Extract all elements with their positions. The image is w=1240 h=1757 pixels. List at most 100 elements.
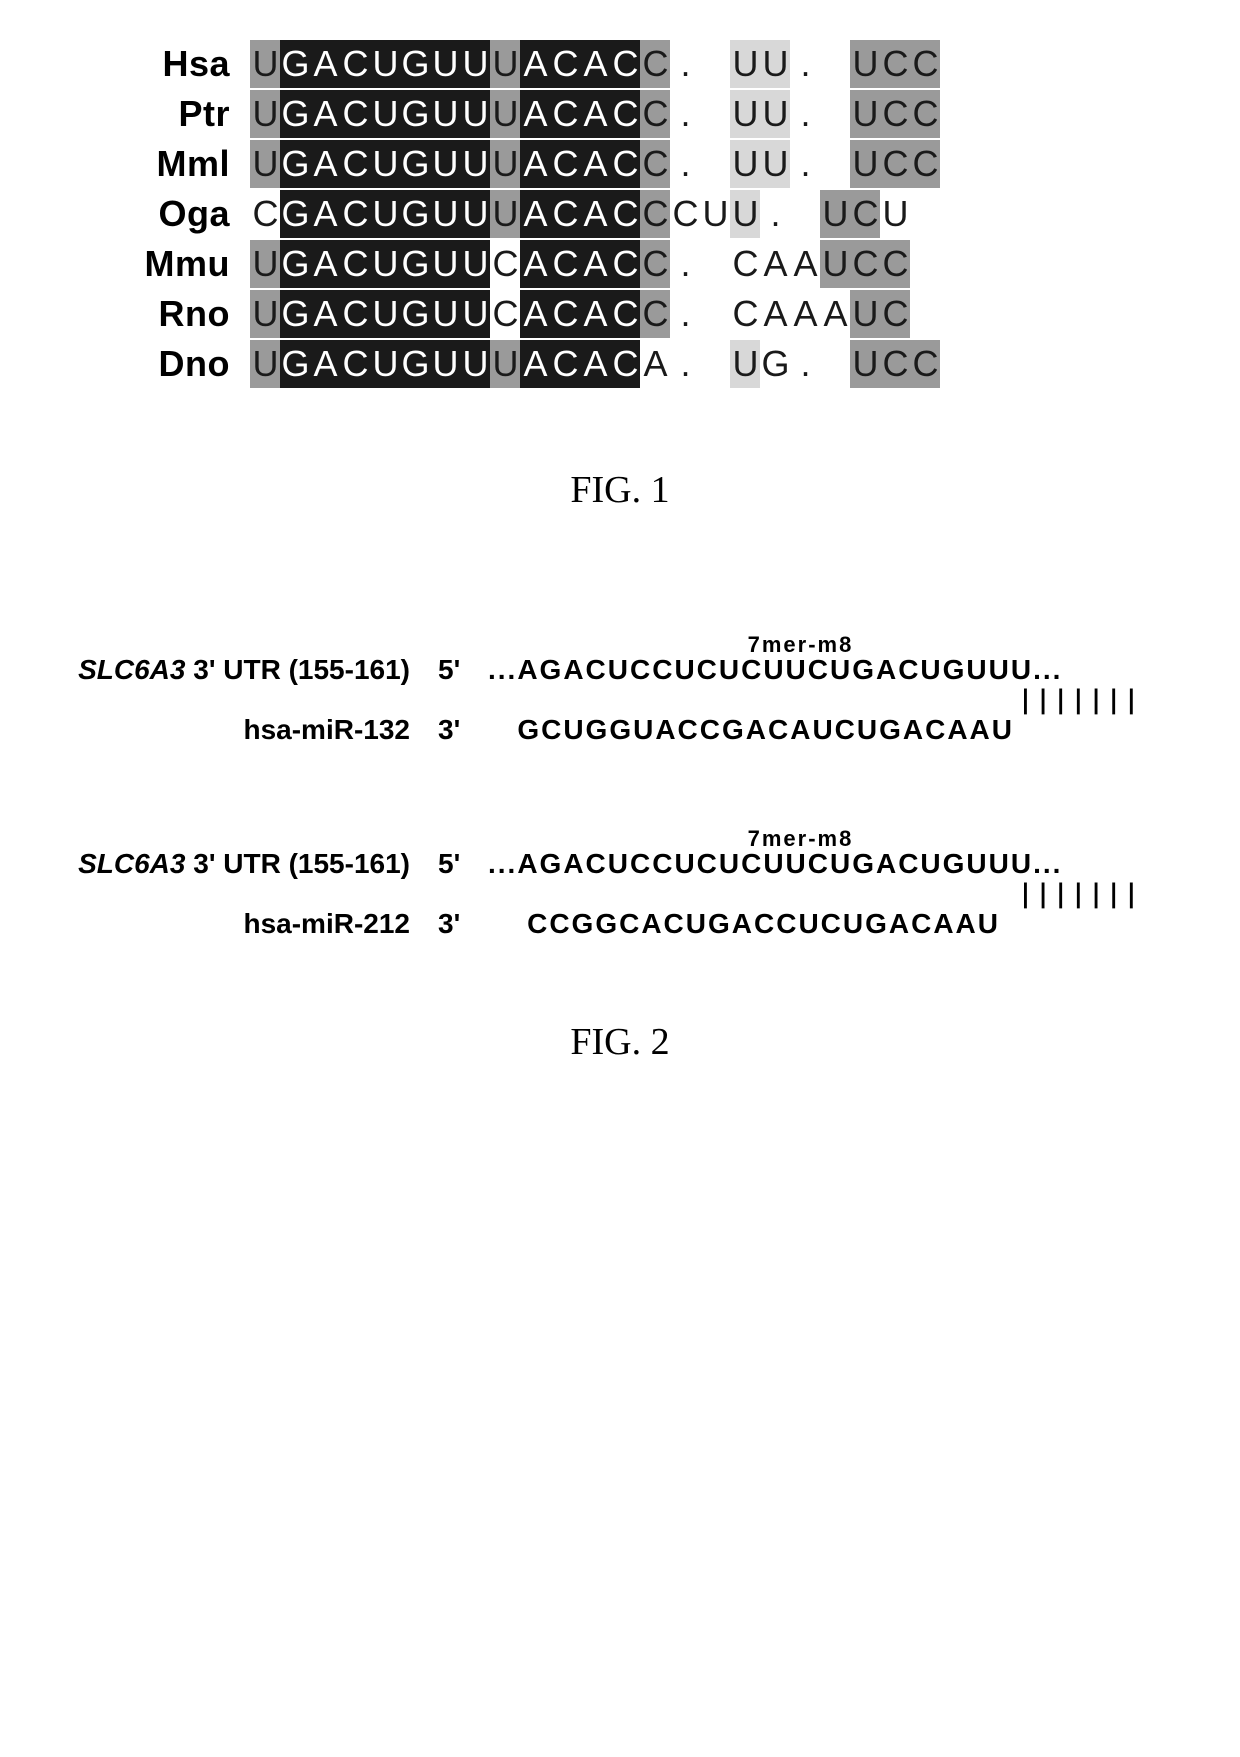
nucleotide: A <box>520 190 550 238</box>
seed-type-label: 7mer-m8 <box>488 826 853 852</box>
nucleotide: G <box>280 240 310 288</box>
nucleotide <box>700 340 730 388</box>
species-label: Rno <box>110 293 250 335</box>
nucleotide: C <box>880 140 910 188</box>
nucleotide: C <box>850 190 880 238</box>
nucleotide: U <box>820 190 850 238</box>
nucleotide: C <box>880 40 910 88</box>
nucleotide: U <box>490 40 520 88</box>
nucleotide: U <box>850 140 880 188</box>
nucleotide: U <box>430 140 460 188</box>
sequence: CGACUGUUUACACCCUU. UCU <box>250 190 910 238</box>
nucleotide: C <box>910 90 940 138</box>
alignment-row: RnoUGACUGUUCACACC. CAAAUC <box>110 290 1210 338</box>
nucleotide: A <box>580 190 610 238</box>
nucleotide: U <box>250 140 280 188</box>
nucleotide: A <box>790 290 820 338</box>
nucleotide <box>820 140 850 188</box>
target-label: SLC6A3 3' UTR (155-161) <box>50 848 438 880</box>
mirna-sequence: GCUGGUACCGACAUCUGACAAU <box>488 714 1014 746</box>
nucleotide: U <box>460 240 490 288</box>
nucleotide: U <box>820 240 850 288</box>
nucleotide: C <box>640 290 670 338</box>
seed-type-row: 7mer-m8 <box>50 826 1210 848</box>
nucleotide <box>820 90 850 138</box>
nucleotide <box>790 190 820 238</box>
target-sequence: ...AGACUCCUCUCUUCUGACUGUUU... <box>488 848 1062 880</box>
direction-3prime: 3' <box>438 908 488 940</box>
figure-1-alignment: HsaUGACUGUUUACACC. UU. UCCPtrUGACUGUUUAC… <box>110 40 1210 388</box>
nucleotide: A <box>760 290 790 338</box>
nucleotide: C <box>250 190 280 238</box>
mirna-target-pair: 7mer-m8SLC6A3 3' UTR (155-161)5'...AGACU… <box>50 632 1210 746</box>
nucleotide: U <box>460 90 490 138</box>
nucleotide: A <box>310 240 340 288</box>
alignment-row: PtrUGACUGUUUACACC. UU. UCC <box>110 90 1210 138</box>
mirna-label: hsa-miR-132 <box>50 714 438 746</box>
figure-2-pairings: 7mer-m8SLC6A3 3' UTR (155-161)5'...AGACU… <box>50 632 1210 940</box>
nucleotide: G <box>760 340 790 388</box>
nucleotide: U <box>370 90 400 138</box>
nucleotide: A <box>760 240 790 288</box>
nucleotide: A <box>580 290 610 338</box>
nucleotide: U <box>760 40 790 88</box>
nucleotide: C <box>880 240 910 288</box>
nucleotide: A <box>520 340 550 388</box>
nucleotide: U <box>460 290 490 338</box>
nucleotide: U <box>490 90 520 138</box>
nucleotide: G <box>280 190 310 238</box>
nucleotide: U <box>250 340 280 388</box>
nucleotide: U <box>370 40 400 88</box>
alignment-row: HsaUGACUGUUUACACC. UU. UCC <box>110 40 1210 88</box>
nucleotide <box>700 240 730 288</box>
target-row: SLC6A3 3' UTR (155-161)5'...AGACUCCUCUCU… <box>50 654 1210 686</box>
nucleotide: . <box>670 340 700 388</box>
nucleotide: A <box>580 40 610 88</box>
alignment-row: OgaCGACUGUUUACACCCUU. UCU <box>110 190 1210 238</box>
nucleotide: U <box>490 190 520 238</box>
nucleotide: C <box>640 240 670 288</box>
nucleotide: . <box>670 290 700 338</box>
nucleotide <box>700 290 730 338</box>
nucleotide: U <box>460 340 490 388</box>
nucleotide: A <box>520 90 550 138</box>
seed-type-row: 7mer-m8 <box>50 632 1210 654</box>
nucleotide: C <box>550 140 580 188</box>
nucleotide: G <box>280 340 310 388</box>
nucleotide: U <box>370 340 400 388</box>
mirna-row: hsa-miR-1323' GCUGGUACCGACAUCUGACAAU <box>50 714 1210 746</box>
direction-5prime: 5' <box>438 654 488 686</box>
nucleotide: C <box>550 290 580 338</box>
nucleotide: C <box>850 240 880 288</box>
nucleotide: A <box>640 340 670 388</box>
mirna-sequence: CCGGCACUGACCUCUGACAAU <box>488 908 1000 940</box>
nucleotide: U <box>250 290 280 338</box>
alignment-row: MmuUGACUGUUCACACC. CAAUCC <box>110 240 1210 288</box>
nucleotide: A <box>310 290 340 338</box>
mirna-row: hsa-miR-2123' CCGGCACUGACCUCUGACAAU <box>50 908 1210 940</box>
nucleotide: U <box>850 90 880 138</box>
sequence: UGACUGUUUACACC. UU. UCC <box>250 40 940 88</box>
nucleotide: G <box>400 290 430 338</box>
nucleotide: A <box>820 290 850 338</box>
nucleotide: C <box>880 290 910 338</box>
nucleotide: U <box>430 240 460 288</box>
nucleotide: C <box>610 190 640 238</box>
nucleotide: C <box>670 190 700 238</box>
nucleotide: G <box>280 140 310 188</box>
sequence: UGACUGUUCACACC. CAAUCC <box>250 240 910 288</box>
match-bars-row: ||||||| <box>50 690 1210 710</box>
nucleotide: C <box>340 340 370 388</box>
sequence: UGACUGUUCACACC. CAAAUC <box>250 290 910 338</box>
nucleotide: U <box>760 90 790 138</box>
nucleotide: C <box>610 290 640 338</box>
match-bars-row: ||||||| <box>50 884 1210 904</box>
nucleotide: . <box>670 140 700 188</box>
match-bars: ||||||| <box>488 690 1141 710</box>
nucleotide: A <box>580 140 610 188</box>
nucleotide: A <box>520 140 550 188</box>
figure-1-caption: FIG. 1 <box>30 468 1210 512</box>
sequence: UGACUGUUUACACC. UU. UCC <box>250 90 940 138</box>
nucleotide: A <box>580 90 610 138</box>
nucleotide: C <box>340 190 370 238</box>
